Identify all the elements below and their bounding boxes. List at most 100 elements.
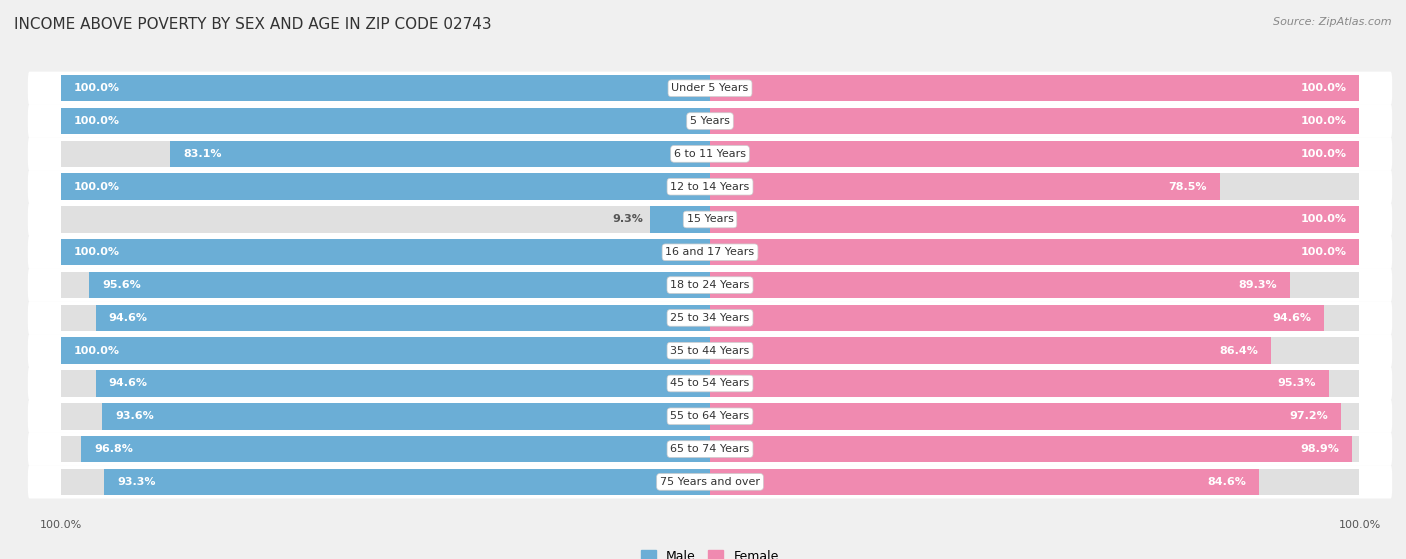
Text: 75 Years and over: 75 Years and over <box>659 477 761 487</box>
Bar <box>710 173 1360 200</box>
Text: 100.0%: 100.0% <box>1301 215 1347 225</box>
Text: 100.0%: 100.0% <box>1301 247 1347 257</box>
Text: 86.4%: 86.4% <box>1219 345 1258 356</box>
FancyBboxPatch shape <box>28 203 1392 236</box>
Text: 100.0%: 100.0% <box>73 116 120 126</box>
Text: 84.6%: 84.6% <box>1208 477 1247 487</box>
FancyBboxPatch shape <box>28 367 1392 400</box>
Bar <box>710 305 1324 331</box>
Text: 94.6%: 94.6% <box>1272 313 1312 323</box>
FancyBboxPatch shape <box>28 268 1392 302</box>
FancyBboxPatch shape <box>28 334 1392 367</box>
Text: 35 to 44 Years: 35 to 44 Years <box>671 345 749 356</box>
Bar <box>710 370 1329 397</box>
Bar <box>170 141 710 167</box>
Text: 100.0%: 100.0% <box>73 345 120 356</box>
FancyBboxPatch shape <box>28 236 1392 269</box>
FancyBboxPatch shape <box>28 301 1392 334</box>
Text: 93.6%: 93.6% <box>115 411 153 421</box>
Bar <box>60 370 710 397</box>
Text: 83.1%: 83.1% <box>183 149 222 159</box>
Text: 100.0%: 100.0% <box>1301 83 1347 93</box>
Text: 16 and 17 Years: 16 and 17 Years <box>665 247 755 257</box>
Bar <box>60 239 710 266</box>
Text: 97.2%: 97.2% <box>1289 411 1329 421</box>
Text: 93.3%: 93.3% <box>117 477 156 487</box>
FancyBboxPatch shape <box>28 433 1392 466</box>
Bar <box>710 173 1220 200</box>
Bar <box>60 305 710 331</box>
Bar <box>710 272 1289 299</box>
Text: 94.6%: 94.6% <box>108 313 148 323</box>
Text: 94.6%: 94.6% <box>108 378 148 389</box>
Text: 78.5%: 78.5% <box>1168 182 1206 192</box>
Bar <box>710 370 1360 397</box>
Bar <box>710 239 1360 266</box>
Bar <box>60 239 710 266</box>
FancyBboxPatch shape <box>28 465 1392 499</box>
Text: 100.0%: 100.0% <box>1301 116 1347 126</box>
Text: 100.0%: 100.0% <box>73 247 120 257</box>
Bar <box>96 370 710 397</box>
Bar <box>650 206 710 233</box>
Bar <box>82 436 710 462</box>
Bar <box>60 272 710 299</box>
Text: INCOME ABOVE POVERTY BY SEX AND AGE IN ZIP CODE 02743: INCOME ABOVE POVERTY BY SEX AND AGE IN Z… <box>14 17 492 32</box>
Bar <box>710 468 1360 495</box>
Text: 95.3%: 95.3% <box>1278 378 1316 389</box>
Bar <box>710 468 1260 495</box>
Bar <box>60 108 710 134</box>
Text: 15 Years: 15 Years <box>686 215 734 225</box>
Text: 18 to 24 Years: 18 to 24 Years <box>671 280 749 290</box>
Bar <box>89 272 710 299</box>
Bar <box>60 403 710 429</box>
Bar <box>60 468 710 495</box>
Bar <box>710 436 1360 462</box>
Text: 55 to 64 Years: 55 to 64 Years <box>671 411 749 421</box>
Bar <box>60 206 710 233</box>
FancyBboxPatch shape <box>28 170 1392 203</box>
Text: 25 to 34 Years: 25 to 34 Years <box>671 313 749 323</box>
Bar <box>710 141 1360 167</box>
Text: 100.0%: 100.0% <box>1301 149 1347 159</box>
Bar <box>60 75 710 102</box>
Text: Source: ZipAtlas.com: Source: ZipAtlas.com <box>1274 17 1392 27</box>
Text: 98.9%: 98.9% <box>1301 444 1340 454</box>
Bar <box>60 108 710 134</box>
Bar <box>103 403 710 429</box>
Text: Under 5 Years: Under 5 Years <box>672 83 748 93</box>
Bar <box>710 305 1360 331</box>
FancyBboxPatch shape <box>28 105 1392 138</box>
Bar <box>60 338 710 364</box>
Bar <box>60 173 710 200</box>
FancyBboxPatch shape <box>28 400 1392 433</box>
Bar <box>710 75 1360 102</box>
Text: 5 Years: 5 Years <box>690 116 730 126</box>
Bar <box>60 173 710 200</box>
Bar <box>710 108 1360 134</box>
Bar <box>710 338 1271 364</box>
Bar <box>60 141 710 167</box>
FancyBboxPatch shape <box>28 72 1392 105</box>
Bar <box>710 141 1360 167</box>
Bar <box>710 108 1360 134</box>
Bar <box>60 436 710 462</box>
Text: 96.8%: 96.8% <box>94 444 134 454</box>
Text: 45 to 54 Years: 45 to 54 Years <box>671 378 749 389</box>
Legend: Male, Female: Male, Female <box>637 544 783 559</box>
Bar <box>710 75 1360 102</box>
Text: 100.0%: 100.0% <box>73 182 120 192</box>
Bar <box>60 75 710 102</box>
Bar <box>60 338 710 364</box>
Text: 6 to 11 Years: 6 to 11 Years <box>673 149 747 159</box>
Text: 65 to 74 Years: 65 to 74 Years <box>671 444 749 454</box>
Bar <box>710 272 1360 299</box>
Text: 9.3%: 9.3% <box>612 215 643 225</box>
Bar <box>710 206 1360 233</box>
Text: 100.0%: 100.0% <box>73 83 120 93</box>
Bar <box>710 206 1360 233</box>
FancyBboxPatch shape <box>28 138 1392 170</box>
Bar <box>710 403 1360 429</box>
Bar <box>104 468 710 495</box>
Text: 12 to 14 Years: 12 to 14 Years <box>671 182 749 192</box>
